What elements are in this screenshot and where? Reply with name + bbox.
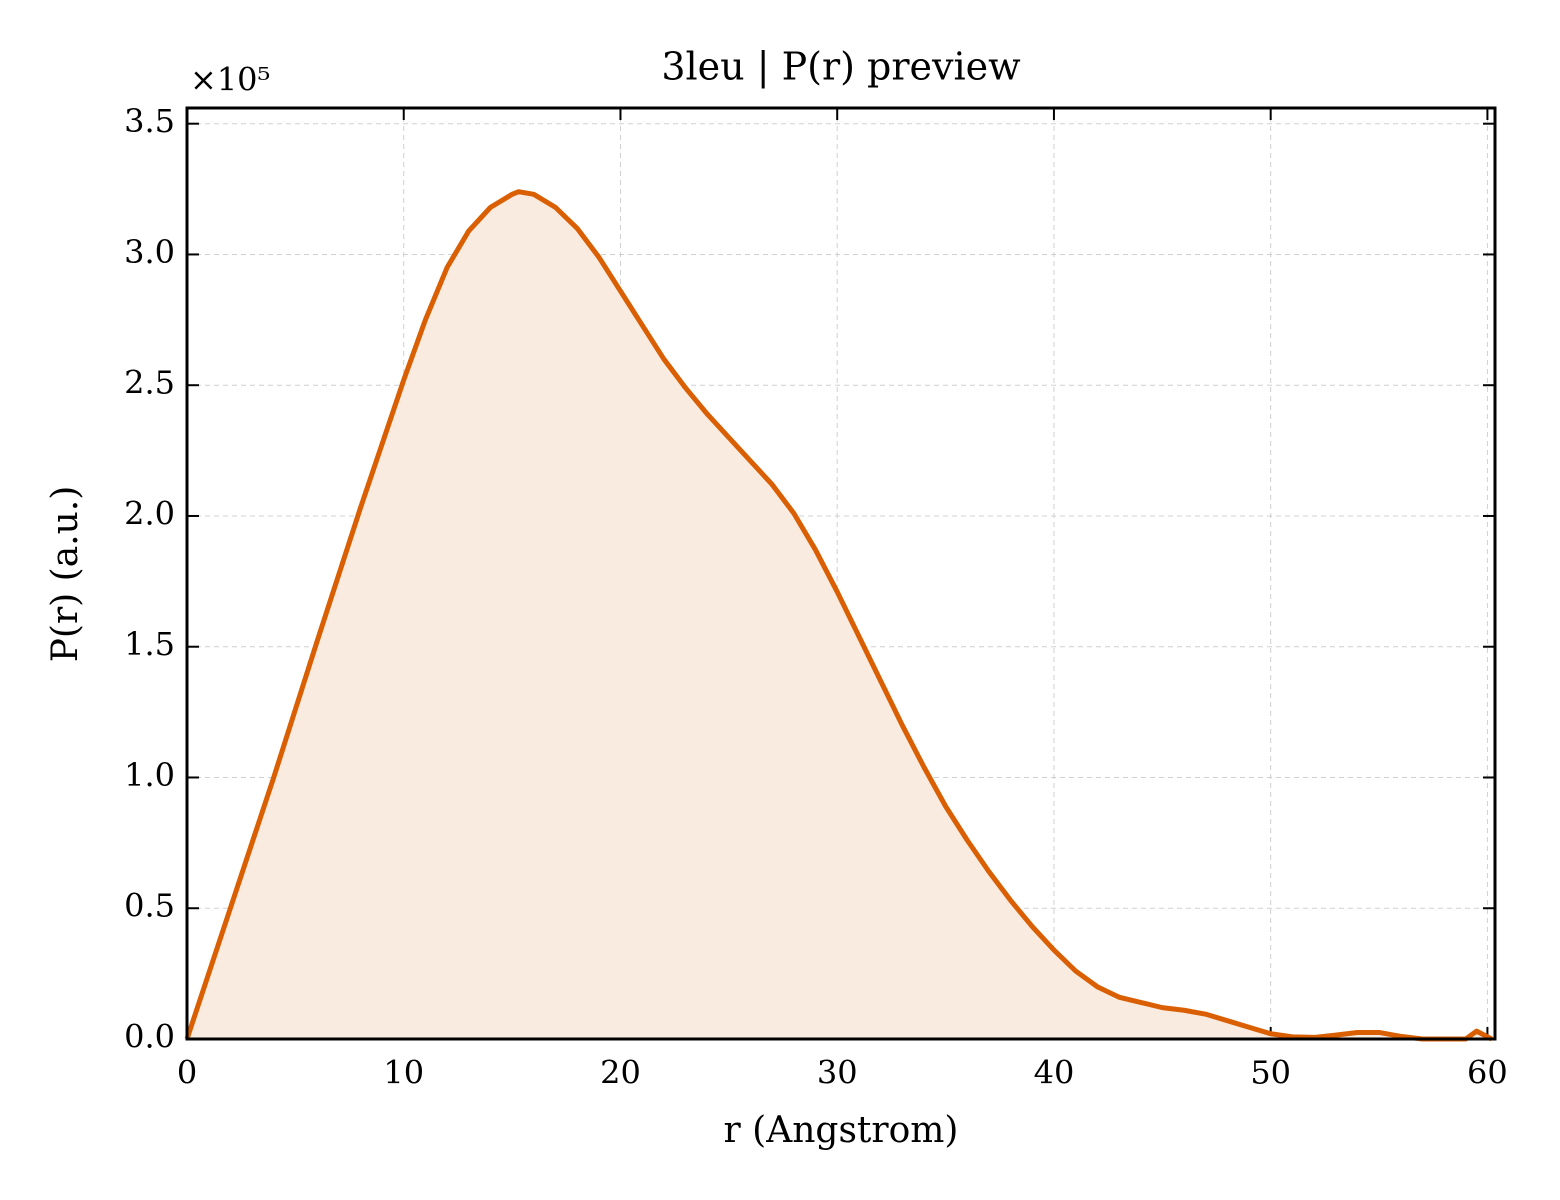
y-tick-label: 1.5 <box>124 625 175 663</box>
x-tick-label: 40 <box>1034 1054 1075 1092</box>
x-tick-label: 60 <box>1467 1054 1508 1092</box>
x-tick-label: 50 <box>1250 1054 1291 1092</box>
y-tick-label: 1.0 <box>124 756 175 794</box>
x-axis-label: r (Angstrom) <box>724 1110 959 1151</box>
chart-title: 3leu | P(r) preview <box>661 45 1021 89</box>
y-tick-label: 0.5 <box>124 887 175 925</box>
y-tick-label: 2.5 <box>124 364 175 402</box>
y-tick-label: 2.0 <box>124 494 175 532</box>
plot-frame <box>185 106 1497 1041</box>
x-tick-label: 20 <box>600 1054 641 1092</box>
x-tick-label: 0 <box>177 1054 197 1092</box>
y-tick-label: 0.0 <box>124 1018 175 1056</box>
y-offset-label: ×10⁵ <box>190 61 270 99</box>
x-tick-label: 10 <box>383 1054 424 1092</box>
line <box>184 189 1493 1042</box>
y-axis-label: P(r) (a.u.) <box>45 486 86 663</box>
area <box>187 191 1492 1039</box>
y-tick-label: 3.0 <box>124 233 175 271</box>
y-tick-label: 3.5 <box>124 102 175 140</box>
x-tick-label: 30 <box>817 1054 858 1092</box>
